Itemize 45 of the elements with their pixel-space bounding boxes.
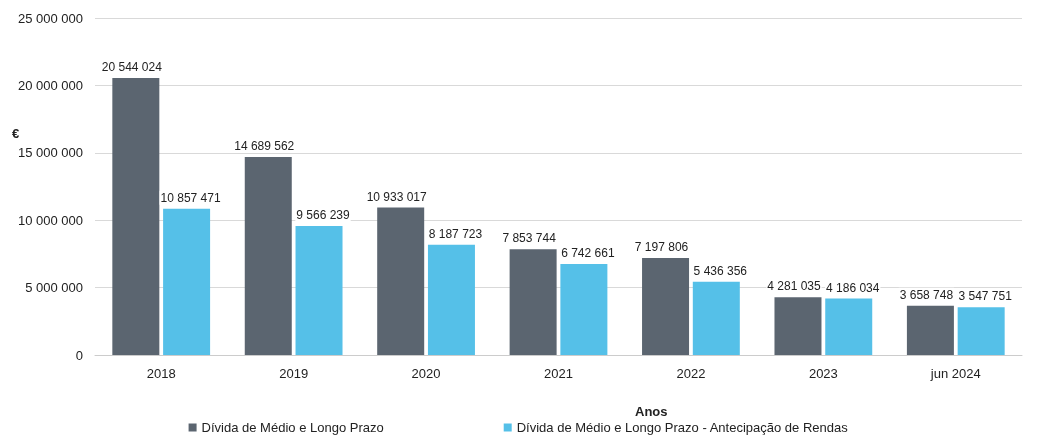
- data-label: 10 933 017: [366, 189, 428, 204]
- bar: [825, 298, 873, 355]
- bar: [163, 208, 211, 355]
- y-axis-title: €: [12, 126, 20, 141]
- data-label: 8 187 723: [428, 226, 483, 241]
- bar: [692, 281, 740, 355]
- x-tick-label: 2018: [146, 366, 176, 381]
- x-tick-label: 2020: [411, 366, 441, 381]
- x-axis-title: Anos: [635, 404, 668, 419]
- y-tick-label: 5 000 000: [25, 280, 83, 296]
- data-label: 20 544 024: [101, 60, 163, 75]
- bar: [774, 297, 822, 355]
- data-label: 5 436 356: [693, 263, 748, 278]
- bar: [509, 249, 557, 355]
- legend-label: Dívida de Médio e Longo Prazo - Antecipação de Rendas: [516, 420, 849, 435]
- bar: [244, 156, 292, 355]
- x-tick-label: 2021: [544, 366, 573, 381]
- bar: [642, 257, 690, 355]
- data-label: 10 857 471: [160, 190, 221, 205]
- data-label: 4 186 034: [826, 280, 880, 295]
- data-label: 7 853 744: [502, 231, 557, 246]
- bar: [295, 226, 343, 355]
- bar: [427, 244, 475, 355]
- x-tick-label: jun 2024: [929, 366, 981, 381]
- x-tick-label: 2019: [279, 366, 309, 381]
- data-label: 3 658 748: [899, 287, 954, 302]
- y-tick-label: 0: [75, 347, 83, 363]
- bar: [112, 78, 160, 355]
- data-label: 6 742 661: [561, 246, 615, 261]
- data-label: 4 281 035: [767, 279, 821, 294]
- data-label: 9 566 239: [296, 208, 351, 223]
- data-label: 7 197 806: [634, 239, 689, 254]
- bar: [906, 305, 954, 355]
- bar: [560, 264, 608, 355]
- data-label: 14 689 562: [234, 138, 295, 153]
- bar: [957, 307, 1005, 355]
- bar: [377, 207, 425, 355]
- data-label: 3 547 751: [958, 289, 1013, 304]
- legend-label: Dívida de Médio e Longo Prazo: [201, 420, 384, 435]
- y-tick-label: 10 000 000: [17, 212, 83, 228]
- x-tick-label: 2023: [808, 366, 838, 381]
- y-tick-label: 20 000 000: [17, 77, 83, 93]
- y-tick-label: 25 000 000: [17, 10, 83, 26]
- x-tick-label: 2022: [676, 366, 706, 381]
- y-tick-label: 15 000 000: [17, 145, 83, 161]
